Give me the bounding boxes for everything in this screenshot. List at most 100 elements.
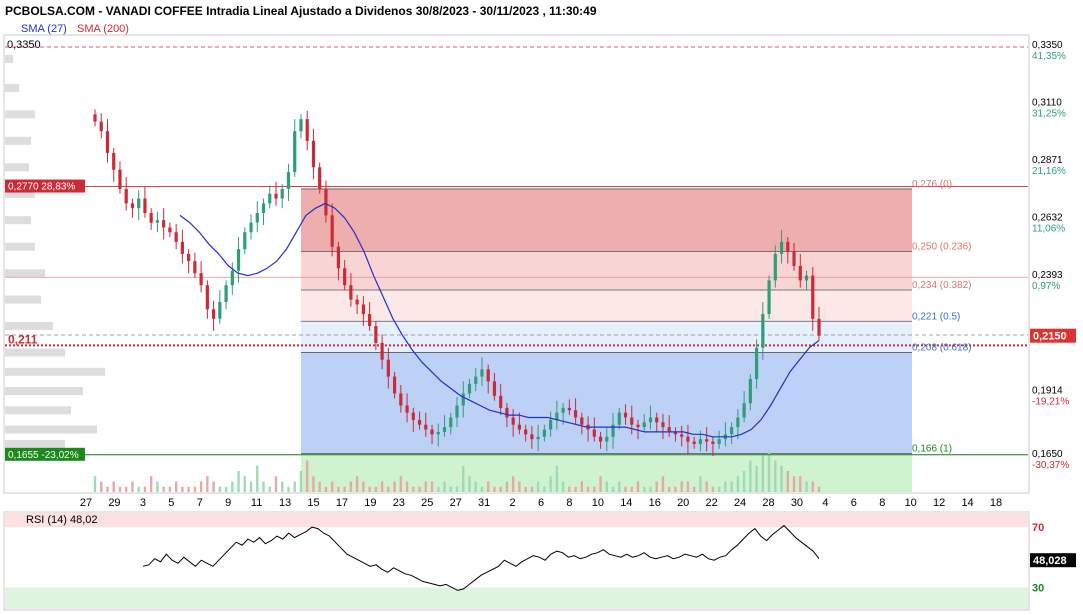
candle-body <box>580 417 584 425</box>
candle-body <box>211 309 216 319</box>
volume-bar <box>168 486 172 492</box>
volume-bar <box>231 481 234 492</box>
candle-body <box>667 427 671 432</box>
volume-bar <box>817 486 821 492</box>
candle-body <box>392 376 397 394</box>
volume-bar <box>705 481 708 492</box>
candle-body <box>311 140 316 168</box>
candle-body <box>792 251 796 266</box>
candle-body <box>162 220 166 228</box>
x-tick-label: 6 <box>538 497 544 509</box>
volume-bar <box>568 486 571 492</box>
volume-bar <box>624 486 627 492</box>
volume-bar <box>799 476 802 492</box>
volume-bar <box>437 486 440 492</box>
candle-body <box>555 412 559 420</box>
candle-body <box>573 410 578 418</box>
volume-bar <box>212 481 215 492</box>
volume-bar <box>306 460 309 492</box>
candle-body <box>611 424 615 437</box>
x-tick-label: 10 <box>592 497 604 509</box>
chart-title: PCBOLSA.COM - VANADI COFFEE Intradia Lin… <box>5 4 597 18</box>
y-tick-label: 0,2632 <box>1032 213 1063 224</box>
x-tick-label: 17 <box>336 497 348 509</box>
x-tick-label: 4 <box>822 497 828 509</box>
volume-bar <box>499 486 502 492</box>
volume-bar <box>93 476 97 492</box>
volume-bar <box>112 481 115 492</box>
x-tick-label: 16 <box>649 497 661 509</box>
x-tick-label: 27 <box>80 497 92 509</box>
volume-bar <box>780 465 783 492</box>
rsi-tick-label: 30 <box>1032 582 1044 594</box>
candle-body <box>811 275 815 319</box>
candle-body <box>442 427 447 432</box>
candle-body <box>736 417 740 428</box>
candle-body <box>773 253 777 281</box>
volume-bar <box>380 481 384 492</box>
fib-zone <box>301 251 912 290</box>
candle-body <box>380 342 384 360</box>
x-tick-label: 14 <box>620 497 632 509</box>
volume-bar <box>106 486 109 492</box>
x-tick-label: 18 <box>990 497 1002 509</box>
y-tick-pct: 31,25% <box>1032 109 1066 120</box>
candle-body <box>330 215 334 247</box>
x-tick-label: 10 <box>905 497 917 509</box>
candle-body <box>642 422 646 428</box>
volume-bar <box>181 486 184 492</box>
volume-bar <box>493 486 496 492</box>
volume-bar <box>686 481 690 492</box>
volume-bar <box>480 486 484 492</box>
volume-bar <box>424 481 427 492</box>
candle-body <box>655 417 659 423</box>
candle-body <box>105 131 110 153</box>
volume-bar <box>262 481 265 492</box>
candle-body <box>293 131 297 173</box>
candle-body <box>224 285 228 303</box>
left-price-badge <box>5 179 85 193</box>
volume-bar <box>630 486 633 492</box>
volume-bar <box>405 481 409 492</box>
fib-label: 0,166 (1) <box>912 444 952 455</box>
x-tick-label: 31 <box>478 497 490 509</box>
candle-body <box>368 314 372 327</box>
candle-body <box>374 326 378 343</box>
volume-profile-bar <box>5 55 13 64</box>
candle-body <box>517 424 522 430</box>
volume-bar <box>199 481 203 492</box>
fib-zone <box>301 289 912 322</box>
volume-bar <box>730 481 733 492</box>
x-tick-label: 12 <box>933 497 945 509</box>
candle-body <box>399 393 403 406</box>
rsi-oversold-zone <box>5 587 1028 609</box>
candle-body <box>236 249 241 271</box>
candle-body <box>767 280 771 315</box>
volume-profile-bar <box>5 242 35 251</box>
y-tick-pct: -19,21% <box>1032 396 1069 407</box>
candle-body <box>261 203 266 214</box>
x-tick-label: 8 <box>566 497 572 509</box>
volume-bar <box>649 486 652 492</box>
volume-profile-bar <box>5 425 97 434</box>
candle-body <box>698 439 703 444</box>
current-price-badge <box>1030 328 1076 343</box>
rsi-current-badge <box>1030 553 1076 568</box>
volume-profile-bar <box>5 163 29 172</box>
volume-bar <box>761 455 765 492</box>
volume-profile-bar <box>5 295 41 304</box>
x-tick-label: 30 <box>791 497 803 509</box>
candle-body <box>786 241 790 252</box>
main-plot-frame <box>3 34 1030 494</box>
volume-bar <box>287 486 290 492</box>
volume-bar <box>206 476 209 492</box>
x-tick-label: 2 <box>510 497 516 509</box>
volume-bar <box>618 481 621 492</box>
volume-bar <box>518 481 521 492</box>
candle-body <box>143 198 147 214</box>
volume-profile-bar <box>5 348 65 357</box>
candle-body <box>199 273 203 286</box>
candle-body <box>680 434 684 437</box>
volume-bar <box>549 476 552 492</box>
volume-bar <box>293 481 296 492</box>
